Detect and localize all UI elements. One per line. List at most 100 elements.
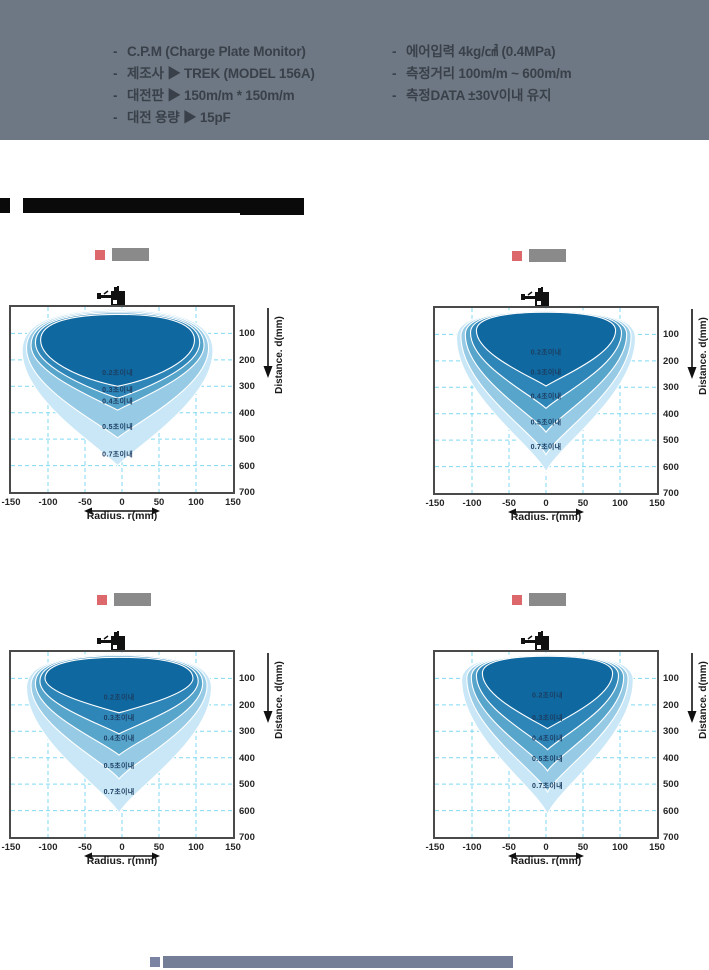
spec-item-dash: - bbox=[113, 110, 118, 125]
contour-label: 0.5초이내 bbox=[531, 417, 562, 426]
footer-marker bbox=[150, 957, 160, 967]
contour-label: 0.4초이내 bbox=[104, 733, 135, 742]
y-tick: 500 bbox=[239, 434, 255, 446]
legend-marker bbox=[512, 250, 522, 261]
plot-area: 0.2초이내 0.3초이내 0.4초이내 0.5초이내 0.7초이내 bbox=[9, 305, 235, 494]
y-tick: 400 bbox=[663, 408, 679, 420]
contour-region-0.2 bbox=[481, 655, 614, 730]
y-tick: 300 bbox=[663, 726, 679, 738]
y-tick: 700 bbox=[239, 487, 255, 498]
y-tick: 300 bbox=[663, 382, 679, 394]
x-tick: 0 bbox=[543, 498, 549, 509]
y-tick: 100 bbox=[663, 329, 679, 341]
plot-area: 0.2초이내 0.3초이내 0.4초이내 0.5초이내 0.7초이내 bbox=[433, 306, 659, 495]
x-tick: 150 bbox=[225, 497, 241, 508]
x-tick: -150 bbox=[1, 497, 21, 508]
y-tick: 400 bbox=[239, 752, 255, 764]
x-tick: 100 bbox=[612, 498, 628, 509]
plot-area: 0.2초이내 0.3초이내 0.4초이내 0.5초이내 0.7초이내 bbox=[9, 650, 235, 839]
footer-redacted-bar bbox=[163, 956, 513, 968]
spec-item: - 측정거리 100m/m ~ 600m/m bbox=[392, 63, 572, 85]
distance-direction-arrow bbox=[262, 308, 274, 383]
chart-module-bottom-left: 0.2초이내 0.3초이내 0.4초이내 0.5초이내 0.7초이내 -150 -100 -5… bbox=[0, 590, 300, 890]
x-tick: -100 bbox=[462, 842, 482, 853]
legend-marker bbox=[512, 594, 522, 605]
y-tick: 400 bbox=[239, 407, 255, 419]
x-axis-label: Radius. r(mm) bbox=[86, 855, 158, 867]
y-tick: 300 bbox=[239, 381, 255, 393]
y-tick: 600 bbox=[239, 460, 255, 472]
contour-label: 0.3초이내 bbox=[531, 368, 562, 377]
contour-label: 0.7초이내 bbox=[102, 449, 133, 458]
ionizer-nozzle-icon bbox=[97, 631, 127, 657]
y-axis-label: Distance. d(mm) bbox=[274, 316, 285, 394]
y-tick: 200 bbox=[239, 699, 255, 711]
x-tick: -150 bbox=[425, 842, 445, 853]
x-tick: -150 bbox=[425, 498, 445, 509]
x-tick: 100 bbox=[188, 842, 204, 853]
x-tick: -50 bbox=[502, 498, 516, 509]
x-tick: -50 bbox=[78, 842, 92, 853]
spec-item: - C.P.M (Charge Plate Monitor) bbox=[113, 41, 315, 63]
section-title-marker bbox=[0, 198, 10, 213]
contour-label: 0.7초이내 bbox=[531, 442, 562, 451]
legend-label-redacted-box bbox=[529, 249, 566, 262]
contour-label: 0.3초이내 bbox=[102, 385, 133, 394]
legend-label-redacted-box bbox=[112, 248, 149, 261]
legend-marker bbox=[97, 594, 107, 605]
contour-label: 0.4초이내 bbox=[531, 391, 562, 400]
ionizer-nozzle-icon bbox=[521, 287, 551, 313]
spec-list-left: - C.P.M (Charge Plate Monitor) - 제조사 ▶ TREK… bbox=[113, 41, 315, 129]
distance-direction-arrow bbox=[686, 653, 698, 728]
chart-module-top-right: 0.2초이내 0.3초이내 0.4초이내 0.5초이내 0.7초이내 -150 -100 -5… bbox=[424, 246, 709, 546]
contour-plot-svg: 0.2초이내 0.3초이내 0.4초이내 0.5초이내 0.7초이내 bbox=[11, 307, 233, 492]
contour-label: 0.4초이내 bbox=[102, 397, 133, 406]
spec-item-dash: - bbox=[113, 66, 118, 81]
contour-label: 0.2초이내 bbox=[104, 693, 135, 702]
x-tick: 0 bbox=[119, 842, 125, 853]
y-tick: 700 bbox=[663, 488, 679, 499]
contour-label: 0.7초이내 bbox=[532, 781, 563, 790]
contour-label: 0.7초이내 bbox=[104, 787, 135, 796]
radius-range-arrow bbox=[508, 504, 584, 522]
radius-range-arrow bbox=[508, 848, 584, 866]
spec-item-dash: - bbox=[113, 88, 118, 103]
contour-plot-svg: 0.2초이내 0.3초이내 0.4초이내 0.5초이내 0.7초이내 bbox=[11, 652, 233, 837]
y-tick: 300 bbox=[239, 726, 255, 738]
distance-direction-arrow bbox=[686, 309, 698, 384]
spec-item-dash: - bbox=[113, 44, 118, 59]
y-tick: 500 bbox=[663, 435, 679, 447]
ionizer-nozzle-icon bbox=[97, 286, 127, 312]
y-tick: 500 bbox=[239, 779, 255, 791]
x-tick: 150 bbox=[649, 498, 665, 509]
y-tick: 100 bbox=[239, 673, 255, 685]
spec-item: - 대전 용량 ▶ 15pF bbox=[113, 107, 315, 129]
y-axis-label: Distance. d(mm) bbox=[698, 661, 709, 739]
contour-label: 0.4초이내 bbox=[532, 733, 563, 742]
contour-label: 0.2초이내 bbox=[532, 690, 563, 699]
radius-range-arrow bbox=[84, 503, 160, 521]
chart-module-top-left: 0.2초이내 0.3초이내 0.4초이내 0.5초이내 0.7초이내 -150 -100 -5… bbox=[0, 245, 300, 545]
ionizer-nozzle-icon bbox=[521, 631, 551, 657]
y-tick: 100 bbox=[663, 673, 679, 685]
y-tick: 600 bbox=[663, 805, 679, 817]
y-tick: 200 bbox=[663, 699, 679, 711]
contour-region-0.2 bbox=[44, 656, 194, 714]
x-tick: 100 bbox=[188, 497, 204, 508]
contour-label: 0.5초이내 bbox=[532, 754, 563, 763]
contour-label: 0.5초이내 bbox=[102, 422, 133, 431]
x-axis-label: Radius. r(mm) bbox=[510, 511, 582, 523]
legend-label-redacted-box bbox=[529, 593, 566, 606]
plot-area: 0.2초이내 0.3초이내 0.4초이내 0.5초이내 0.7초이내 bbox=[433, 650, 659, 839]
y-tick: 200 bbox=[663, 355, 679, 367]
x-tick: 50 bbox=[577, 498, 589, 509]
y-axis-label: Distance. d(mm) bbox=[698, 317, 709, 395]
spec-item-text: 대전 용량 ▶ 15pF bbox=[127, 110, 231, 125]
spec-item-text: C.P.M (Charge Plate Monitor) bbox=[127, 44, 306, 59]
x-tick: 150 bbox=[649, 842, 665, 853]
chart-module-bottom-right: 0.2초이내 0.3초이내 0.4초이내 0.5초이내 0.7초이내 -150 -100 -5… bbox=[424, 590, 709, 890]
chart-legend bbox=[512, 249, 566, 262]
x-tick: 100 bbox=[612, 842, 628, 853]
radius-range-arrow bbox=[84, 848, 160, 866]
